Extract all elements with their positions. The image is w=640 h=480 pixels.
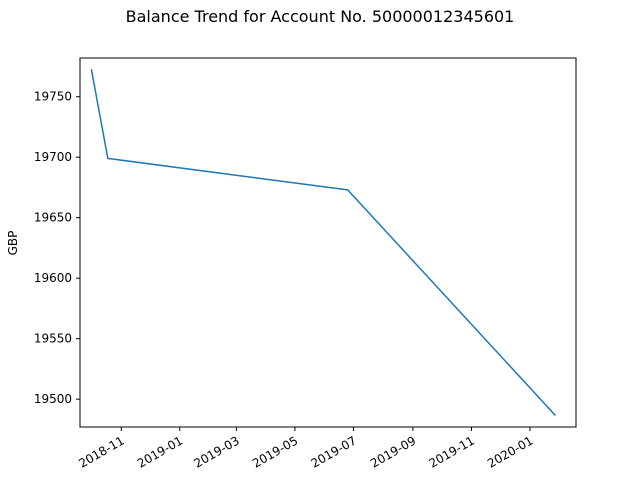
y-tick-label: 19500 (34, 392, 72, 406)
axes-frame (79, 57, 577, 428)
y-tick-label: 19650 (34, 211, 72, 225)
y-axis-label: GBP (6, 231, 20, 256)
y-tick-label: 19600 (34, 271, 72, 285)
y-tick-label: 19750 (34, 90, 72, 104)
y-tick-label: 19700 (34, 150, 72, 164)
y-tick-label: 19550 (34, 332, 72, 346)
series-line-0 (90, 69, 556, 416)
chart-title: Balance Trend for Account No. 5000001234… (126, 7, 515, 26)
